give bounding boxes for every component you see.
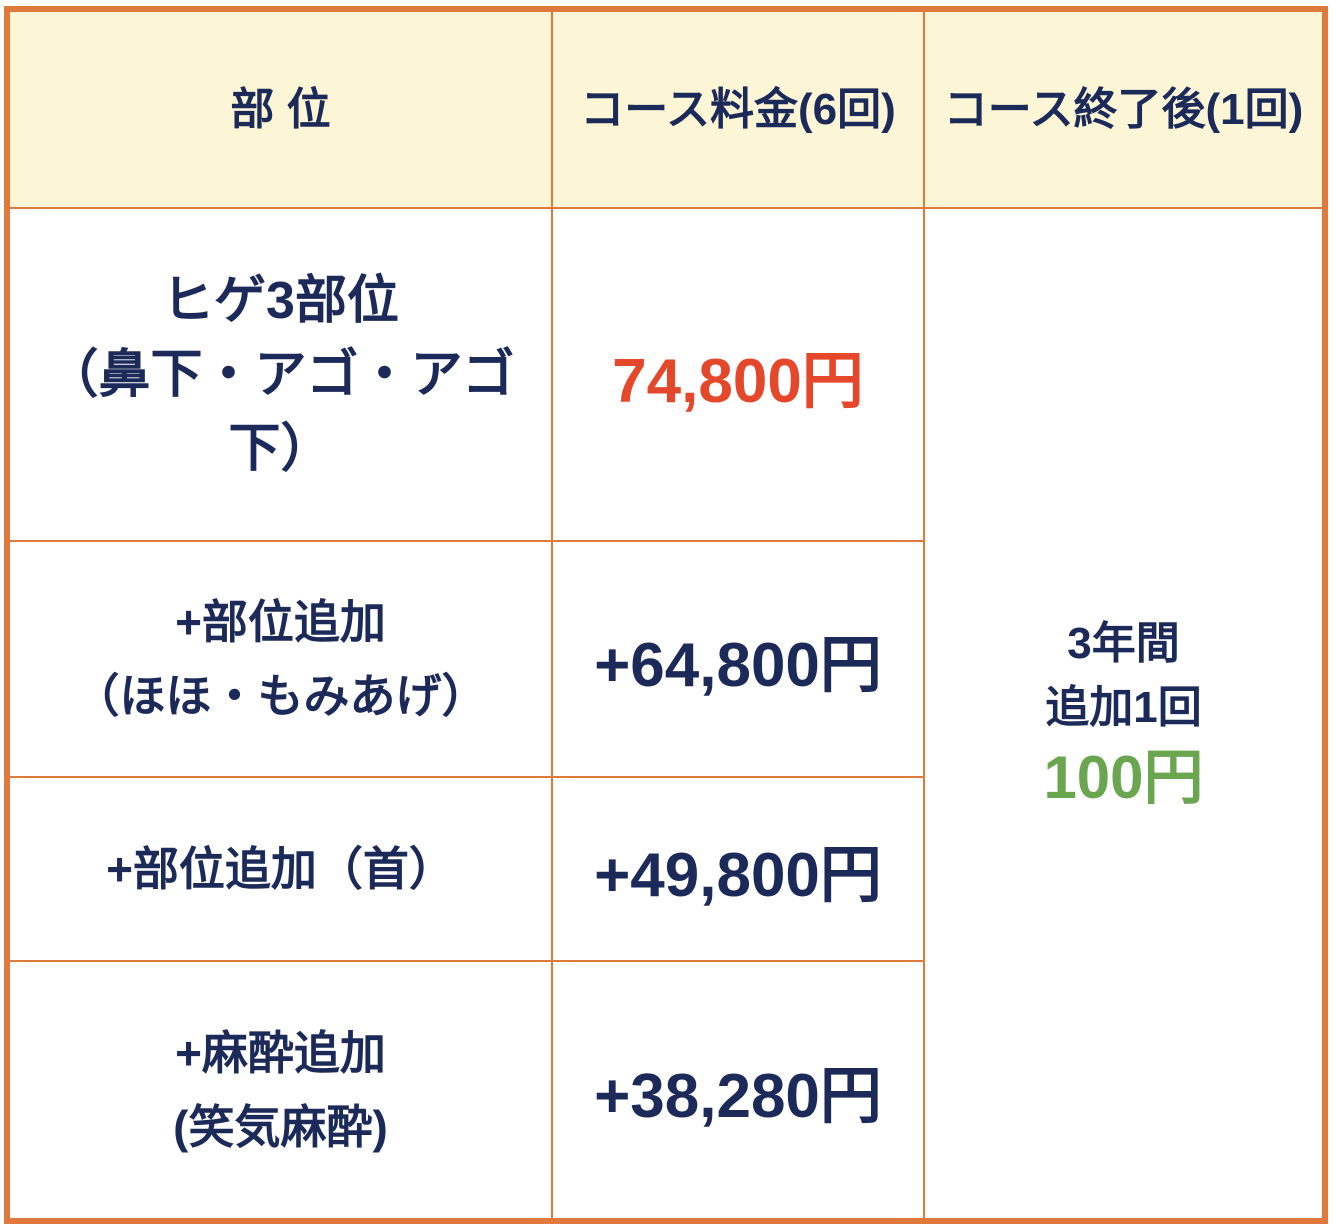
header-course-price: コース料金(6回) (551, 8, 925, 209)
part-name: ヒゲ3部位 (162, 271, 399, 330)
part-cell: ヒゲ3部位 （鼻下・アゴ・アゴ下） (6, 207, 553, 542)
table-row: +麻酔追加 (笑気麻酔) +38,280円 (6, 960, 1325, 1222)
after-period: 3年間 (1067, 618, 1180, 668)
table-row: ヒゲ3部位 （鼻下・アゴ・アゴ下） 74,800円 3年間 追加1回 100円 (6, 207, 1326, 1222)
part-cell: +麻酔追加 (笑気麻酔) (6, 960, 553, 1222)
header-part: 部 位 (6, 8, 553, 209)
after-count: 追加1回 (1045, 682, 1202, 732)
part-detail: （鼻下・アゴ・アゴ下） (46, 345, 515, 478)
part-name: +部位追加（首） (106, 843, 455, 895)
part-detail: (笑気麻酔) (173, 1101, 388, 1153)
part-name: +部位追加 (175, 596, 386, 648)
price-cell: 74,800円 (551, 207, 925, 542)
part-cell: +部位追加（首） (6, 776, 553, 962)
price-table: 部 位 コース料金(6回) コース終了後(1回) ヒゲ3部位 （鼻下・アゴ・アゴ… (4, 6, 1328, 1224)
table-row: +部位追加（首） +49,800円 (6, 776, 1325, 962)
after-course-cell: 3年間 追加1回 100円 (923, 207, 1326, 1222)
price-cell: +38,280円 (551, 960, 925, 1222)
header-after-course: コース終了後(1回) (923, 8, 1326, 209)
after-price: 100円 (1043, 743, 1204, 811)
header-row: 部 位 コース料金(6回) コース終了後(1回) (6, 8, 1326, 209)
table-row: +部位追加 （ほほ・もみあげ） +64,800円 (6, 540, 1325, 778)
price-cell: +64,800円 (551, 540, 925, 778)
part-detail: （ほほ・もみあげ） (73, 670, 488, 722)
price-cell: +49,800円 (551, 776, 925, 962)
part-cell: +部位追加 （ほほ・もみあげ） (6, 540, 553, 778)
part-name: +麻酔追加 (175, 1027, 386, 1079)
